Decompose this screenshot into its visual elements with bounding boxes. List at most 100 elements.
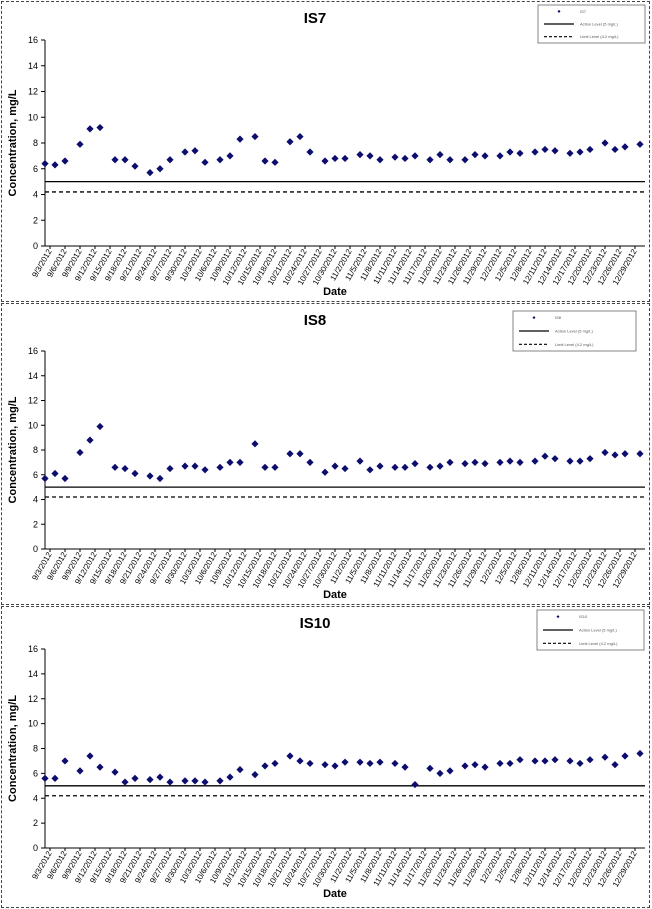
data-point	[61, 757, 69, 765]
data-point	[391, 759, 399, 768]
y-tick-label: 8	[33, 445, 38, 455]
data-point	[576, 457, 584, 465]
data-point	[471, 150, 479, 159]
data-point	[181, 462, 189, 470]
data-point	[111, 463, 119, 471]
data-point	[531, 148, 539, 156]
data-point	[121, 464, 129, 473]
data-point	[356, 758, 364, 766]
data-point	[611, 451, 619, 459]
data-point	[611, 145, 619, 154]
data-point	[356, 457, 364, 465]
data-point	[156, 773, 164, 781]
data-point	[51, 774, 59, 782]
data-point	[321, 157, 329, 165]
data-point	[411, 460, 419, 468]
y-tick-label: 0	[33, 843, 38, 853]
chart-panel-is10: IS10 0 2 4 6 8 10 12 14 16 Concentration, mg/L 9/3/…	[1, 606, 650, 908]
data-point	[156, 165, 164, 173]
data-point	[216, 156, 224, 164]
data-point	[461, 762, 469, 770]
y-tick-label: 2	[33, 519, 38, 529]
y-tick-label: 10	[28, 719, 38, 729]
y-axis-label: Concentration, mg/L	[7, 89, 19, 196]
data-point	[331, 462, 339, 470]
chart-panel-is7: IS7 0 2 4 6 8 10 12 14 16 Concentration, mg/L 9/3/2…	[1, 1, 650, 302]
legend: IS8 Action Level (5 mg/L) Limit Level (4.2…	[512, 310, 637, 352]
data-point	[391, 463, 399, 471]
chart-title: IS7	[304, 10, 327, 27]
data-point	[216, 777, 224, 785]
data-point	[531, 457, 539, 465]
data-point	[436, 769, 444, 777]
legend-marker	[557, 9, 561, 13]
y-tick-label: 16	[28, 35, 38, 45]
data-point	[131, 774, 139, 782]
legend-marker	[556, 615, 560, 619]
legend-entry-action-level-5-mg-l: Action Level (5 mg/L)	[579, 628, 617, 633]
data-point	[586, 145, 594, 154]
y-tick-label: 4	[33, 793, 38, 803]
data-point	[261, 463, 269, 471]
data-point	[111, 156, 119, 164]
data-point	[551, 455, 559, 463]
data-point	[366, 466, 374, 474]
data-point	[61, 474, 69, 483]
y-tick-label: 14	[28, 61, 38, 71]
data-point	[191, 462, 199, 470]
data-point	[366, 759, 374, 768]
y-tick-label: 2	[33, 215, 38, 225]
data-point	[411, 780, 419, 789]
chart-panel-is8: IS8 0 2 4 6 8 10 12 14 16 Concentration, mg/L 9/3/2…	[1, 303, 650, 605]
data-point	[621, 143, 629, 151]
data-point	[271, 158, 279, 166]
data-point	[601, 139, 609, 147]
data-point	[146, 472, 154, 480]
data-point	[576, 148, 584, 156]
data-point	[156, 474, 164, 483]
data-point	[166, 778, 174, 786]
data-point	[166, 156, 174, 164]
data-point	[611, 761, 619, 769]
data-point	[86, 125, 94, 133]
data-point	[376, 156, 384, 164]
data-point	[226, 152, 234, 160]
data-point	[191, 777, 199, 785]
data-point	[41, 160, 49, 168]
data-point	[471, 458, 479, 466]
data-point	[531, 757, 539, 765]
data-point	[366, 152, 374, 160]
data-point	[391, 153, 399, 161]
data-point	[251, 440, 259, 448]
data-point	[411, 152, 419, 160]
data-point	[446, 156, 454, 164]
data-point	[636, 140, 644, 148]
data-point	[551, 147, 559, 155]
data-point	[496, 458, 504, 466]
data-point	[426, 764, 434, 772]
y-tick-label: 8	[33, 744, 38, 754]
data-point	[541, 757, 549, 765]
data-point	[306, 458, 314, 466]
legend-entry-is10: IS10	[579, 614, 588, 619]
data-point	[201, 778, 209, 786]
data-point	[496, 152, 504, 160]
data-point	[331, 154, 339, 163]
data-point	[576, 759, 584, 768]
data-point	[166, 464, 174, 473]
data-point	[601, 448, 609, 457]
data-point	[341, 758, 349, 766]
data-point	[236, 766, 244, 774]
data-point	[201, 466, 209, 474]
data-point	[96, 422, 104, 431]
legend-entry-is8: IS8	[555, 315, 562, 320]
y-tick-label: 6	[33, 164, 38, 174]
data-point	[131, 162, 139, 170]
data-point	[461, 460, 469, 468]
data-point	[341, 154, 349, 163]
data-point	[286, 752, 294, 760]
y-tick-label: 8	[33, 138, 38, 148]
y-tick-label: 14	[28, 371, 38, 381]
